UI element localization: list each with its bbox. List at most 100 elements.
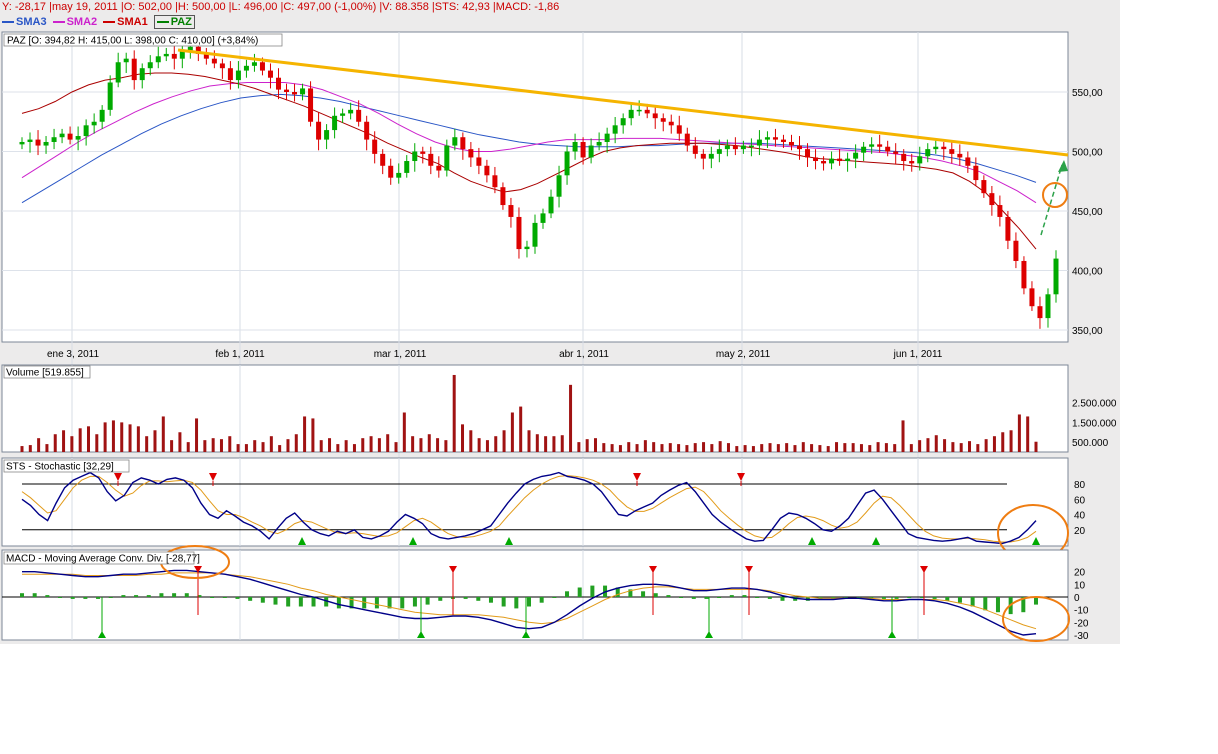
candle <box>83 119 89 146</box>
candle-body <box>596 141 602 146</box>
volume-bar <box>718 441 722 452</box>
candle <box>764 131 770 148</box>
candle <box>107 75 113 116</box>
candle <box>1053 250 1059 303</box>
candle <box>444 139 450 177</box>
candle <box>308 81 314 127</box>
candle <box>1021 256 1027 295</box>
volume-bar <box>660 444 664 452</box>
volume-bar <box>577 442 581 452</box>
candle <box>893 143 899 165</box>
candle-body <box>275 77 281 90</box>
candle <box>596 132 602 151</box>
volume-bar <box>278 445 282 452</box>
legend-item-paz[interactable]: PAZ <box>153 15 195 29</box>
candle-body <box>732 145 738 150</box>
candle <box>452 128 458 151</box>
candle-body <box>628 109 634 119</box>
histogram-bar <box>463 597 468 599</box>
volume-bar <box>62 430 66 452</box>
histogram-bar <box>577 587 582 597</box>
candle-body <box>861 146 867 153</box>
candle <box>1013 232 1019 269</box>
histogram-bar <box>425 597 430 605</box>
candle <box>861 141 867 162</box>
sell-marker <box>649 566 657 573</box>
histogram-bar <box>83 597 88 599</box>
candle-body <box>163 53 169 57</box>
candle-body <box>540 213 546 223</box>
candle <box>364 115 370 151</box>
histogram-bar <box>412 597 417 607</box>
candle <box>292 83 298 102</box>
candle-body <box>211 58 217 64</box>
histogram-bar <box>970 597 975 607</box>
volume-bar <box>485 440 489 452</box>
candle-body <box>1021 260 1027 289</box>
candle <box>516 207 522 259</box>
candle-body <box>91 121 97 126</box>
histogram-bar <box>742 595 747 597</box>
histogram-bar <box>755 597 760 598</box>
histogram-bar <box>235 597 240 599</box>
candle <box>476 147 482 175</box>
histogram-bar <box>729 595 734 597</box>
candle-body <box>989 193 995 206</box>
macd-title-box <box>3 551 195 565</box>
candle <box>1045 288 1051 328</box>
date-tick-label: ene 3, 2011 <box>47 349 100 360</box>
volume-bar <box>635 444 639 452</box>
candle-body <box>1013 240 1019 261</box>
legend-item-sma1[interactable]: SMA1 <box>103 16 148 28</box>
candle-body <box>548 196 554 214</box>
candle <box>500 182 506 210</box>
candle-body <box>243 65 249 71</box>
candle <box>853 144 859 169</box>
candle <box>780 134 786 148</box>
sell-marker <box>209 473 217 481</box>
buy-marker <box>872 537 880 545</box>
candle-body <box>420 151 426 154</box>
price-panel <box>1 31 1069 343</box>
candle-body <box>885 146 891 152</box>
volume-bar <box>627 442 631 452</box>
histogram-bar <box>717 597 722 598</box>
projection-arrow-line <box>1040 164 1063 236</box>
volume-bar <box>344 440 348 452</box>
charts-canvas[interactable]: PAZ [O: 394,82 H: 415,00 L: 398,00 C: 41… <box>0 0 1120 644</box>
stochastic-panel <box>1 457 1069 547</box>
candle-body <box>981 180 987 194</box>
histogram-bar <box>45 595 50 597</box>
candle-body <box>300 88 306 95</box>
candle-body <box>805 149 811 158</box>
volume-bar <box>851 443 855 452</box>
volume-bar <box>843 443 847 452</box>
histogram-bar <box>653 593 658 597</box>
histogram-bar <box>121 595 126 597</box>
candle-body <box>829 158 835 164</box>
candle <box>981 175 987 198</box>
candle-body <box>83 125 89 137</box>
candle <box>243 59 249 78</box>
volume-tick-label: 1.500.000 <box>1072 418 1117 429</box>
histogram-bar <box>780 597 785 601</box>
candle-body <box>492 175 498 188</box>
histogram-bar <box>96 597 101 599</box>
candle <box>468 141 474 167</box>
candle-body <box>636 109 642 112</box>
histogram-bar <box>20 593 24 597</box>
volume-bar <box>868 445 872 452</box>
candle-body <box>901 153 907 162</box>
legend-item-sma2[interactable]: SMA2 <box>52 16 97 28</box>
candle-body <box>35 139 41 146</box>
legend-item-sma3[interactable]: SMA3 <box>2 16 47 28</box>
volume-bar <box>793 445 797 452</box>
histogram-bar <box>311 597 316 607</box>
histogram-bar <box>248 597 253 601</box>
volume-bar <box>893 444 897 452</box>
volume-tick-label: 500.000 <box>1072 438 1109 449</box>
candle <box>267 63 273 89</box>
candle <box>428 146 434 175</box>
candle <box>99 105 105 129</box>
candle <box>580 137 586 165</box>
